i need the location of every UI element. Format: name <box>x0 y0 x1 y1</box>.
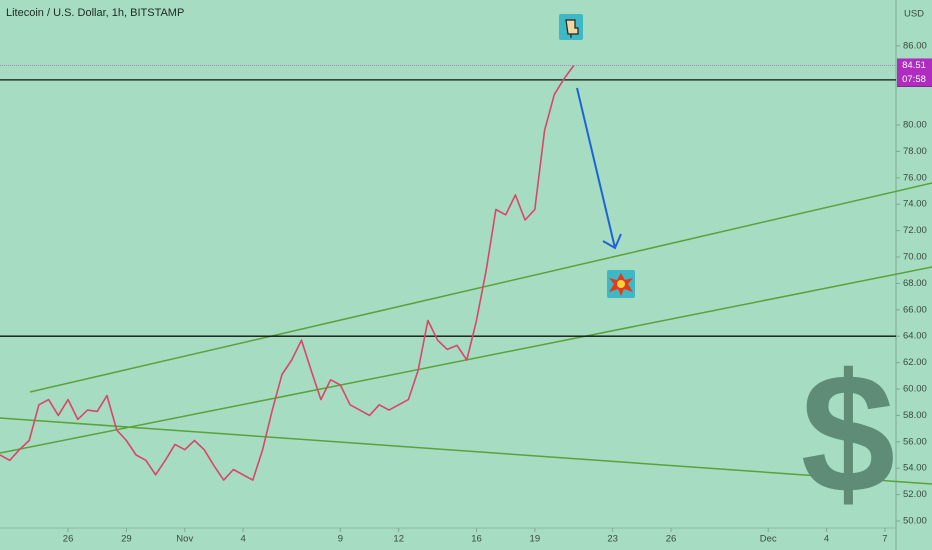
x-tick-label: 9 <box>338 534 343 545</box>
drawings: $ <box>0 14 932 529</box>
y-tick-label: 70.00 <box>903 252 927 263</box>
y-tick-label: 50.00 <box>903 516 927 527</box>
hand-shape <box>565 19 579 38</box>
trend-line <box>29 182 932 393</box>
price-line <box>0 65 575 481</box>
y-tick-label: 76.00 <box>903 172 927 183</box>
last-price-tag <box>897 58 932 87</box>
y-tick-label: 60.00 <box>903 384 927 395</box>
y-tick-label: 54.00 <box>903 463 927 474</box>
x-tick-label: 19 <box>530 534 541 545</box>
x-tick-label: 26 <box>63 534 74 545</box>
y-tick-label: 78.00 <box>903 146 927 157</box>
y-tick-label: 64.00 <box>903 331 927 342</box>
trend-line <box>0 417 932 485</box>
x-tick-label: 4 <box>240 534 245 545</box>
y-tick-label: 80.00 <box>903 120 927 131</box>
countdown-label: 07:58 <box>902 74 926 85</box>
x-tick-label: Nov <box>176 534 193 545</box>
x-tick-label: 16 <box>471 534 482 545</box>
x-tick-label: 12 <box>393 534 404 545</box>
axis-unit: USD <box>904 9 924 20</box>
x-tick-label: Dec <box>760 534 777 545</box>
chart-title: Litecoin / U.S. Dollar, 1h, BITSTAMP <box>6 7 184 19</box>
y-tick-label: 86.00 <box>903 40 927 51</box>
y-tick-label: 58.00 <box>903 410 927 421</box>
x-tick-label: 23 <box>607 534 618 545</box>
y-tick-label: 52.00 <box>903 489 927 500</box>
y-tick-label: 72.00 <box>903 225 927 236</box>
last-price-label: 84.51 <box>902 60 926 71</box>
y-tick-label: 62.00 <box>903 357 927 368</box>
x-tick-label: 26 <box>666 534 677 545</box>
x-tick-label: 4 <box>824 534 829 545</box>
y-tick-label: 56.00 <box>903 436 927 447</box>
dollar-sign: $ <box>801 339 896 529</box>
y-tick-label: 68.00 <box>903 278 927 289</box>
x-tick-label: 29 <box>121 534 132 545</box>
y-tick-label: 74.00 <box>903 199 927 210</box>
y-tick-label: 66.00 <box>903 304 927 315</box>
x-tick-label: 7 <box>882 534 887 545</box>
boom-core <box>617 280 625 288</box>
arrow <box>576 87 622 250</box>
